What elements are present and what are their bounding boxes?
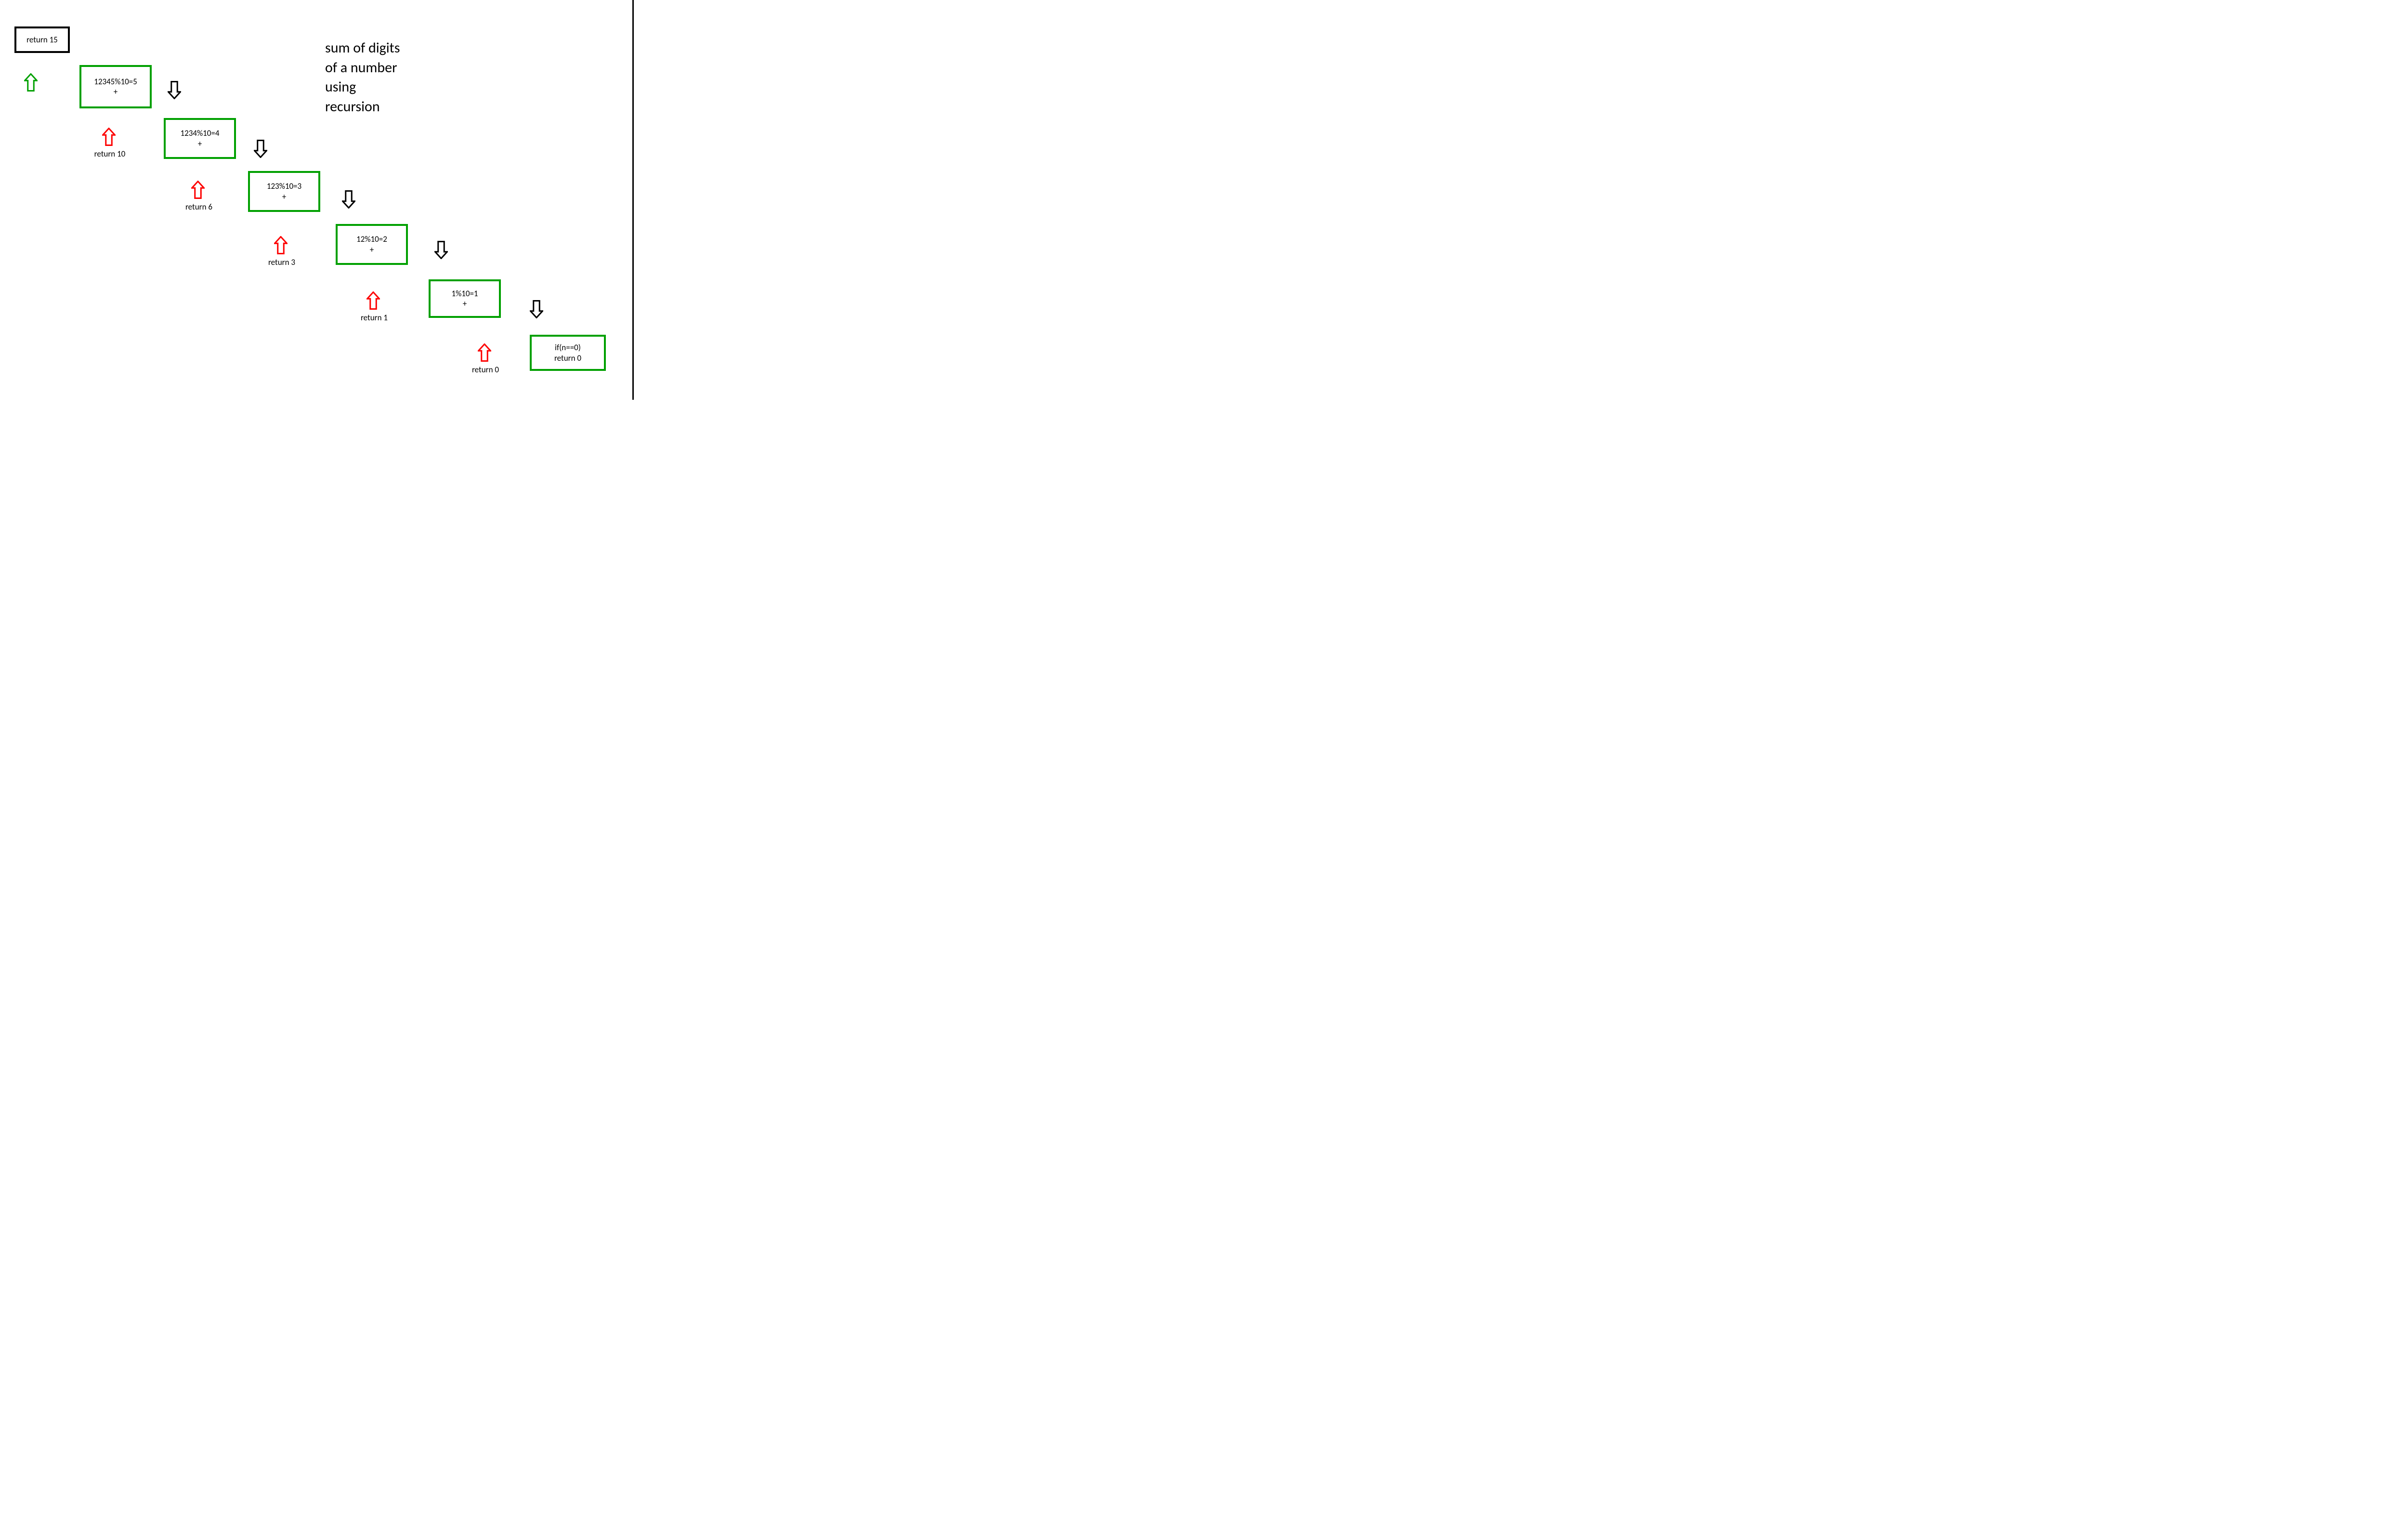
box-line2: + [463, 299, 467, 309]
up-arrow-icon [366, 291, 380, 312]
return-label: return 10 [90, 149, 130, 159]
box-line1: 12345%10=5 [94, 77, 137, 87]
down-arrow-icon [168, 81, 181, 102]
diagram-stage: sum of digitsof a numberusingrecursion re… [0, 0, 634, 400]
box-line2: return 0 [554, 353, 581, 363]
recursion-box-4: 12%10=2+ [336, 224, 408, 265]
box-line2: + [370, 245, 374, 255]
up-arrow-icon [102, 128, 116, 148]
box-line2: + [114, 87, 118, 97]
down-arrow-icon [530, 300, 543, 321]
box-line1: 1234%10=4 [181, 128, 220, 138]
return-label: return 3 [262, 257, 302, 267]
return-label: return 6 [179, 202, 219, 212]
recursion-box-3: 123%10=3+ [248, 171, 320, 212]
title-text: sum of digitsof a numberusingrecursion [325, 39, 400, 117]
box-line2: + [198, 139, 202, 149]
box-line1: 12%10=2 [356, 234, 387, 244]
down-arrow-icon [434, 241, 448, 262]
up-arrow-icon [191, 181, 205, 201]
up-arrow-icon [478, 343, 491, 364]
down-arrow-icon [254, 140, 267, 160]
box-line2: + [282, 192, 286, 202]
up-arrow-icon [274, 236, 288, 257]
recursion-box-1: 12345%10=5+ [79, 65, 152, 108]
box-line1: return 15 [26, 35, 58, 45]
recursion-box-2: 1234%10=4+ [164, 118, 236, 159]
box-line1: if(n==0) [555, 342, 581, 353]
return-label: return 0 [465, 365, 506, 375]
box-line1: 1%10=1 [451, 289, 478, 299]
box-line1: 123%10=3 [267, 181, 301, 191]
return-label: return 1 [354, 313, 394, 323]
down-arrow-icon [342, 190, 355, 211]
recursion-box-0: return 15 [14, 26, 70, 53]
up-arrow-icon [24, 73, 38, 94]
recursion-box-6: if(n==0)return 0 [530, 335, 606, 371]
recursion-box-5: 1%10=1+ [429, 279, 501, 318]
